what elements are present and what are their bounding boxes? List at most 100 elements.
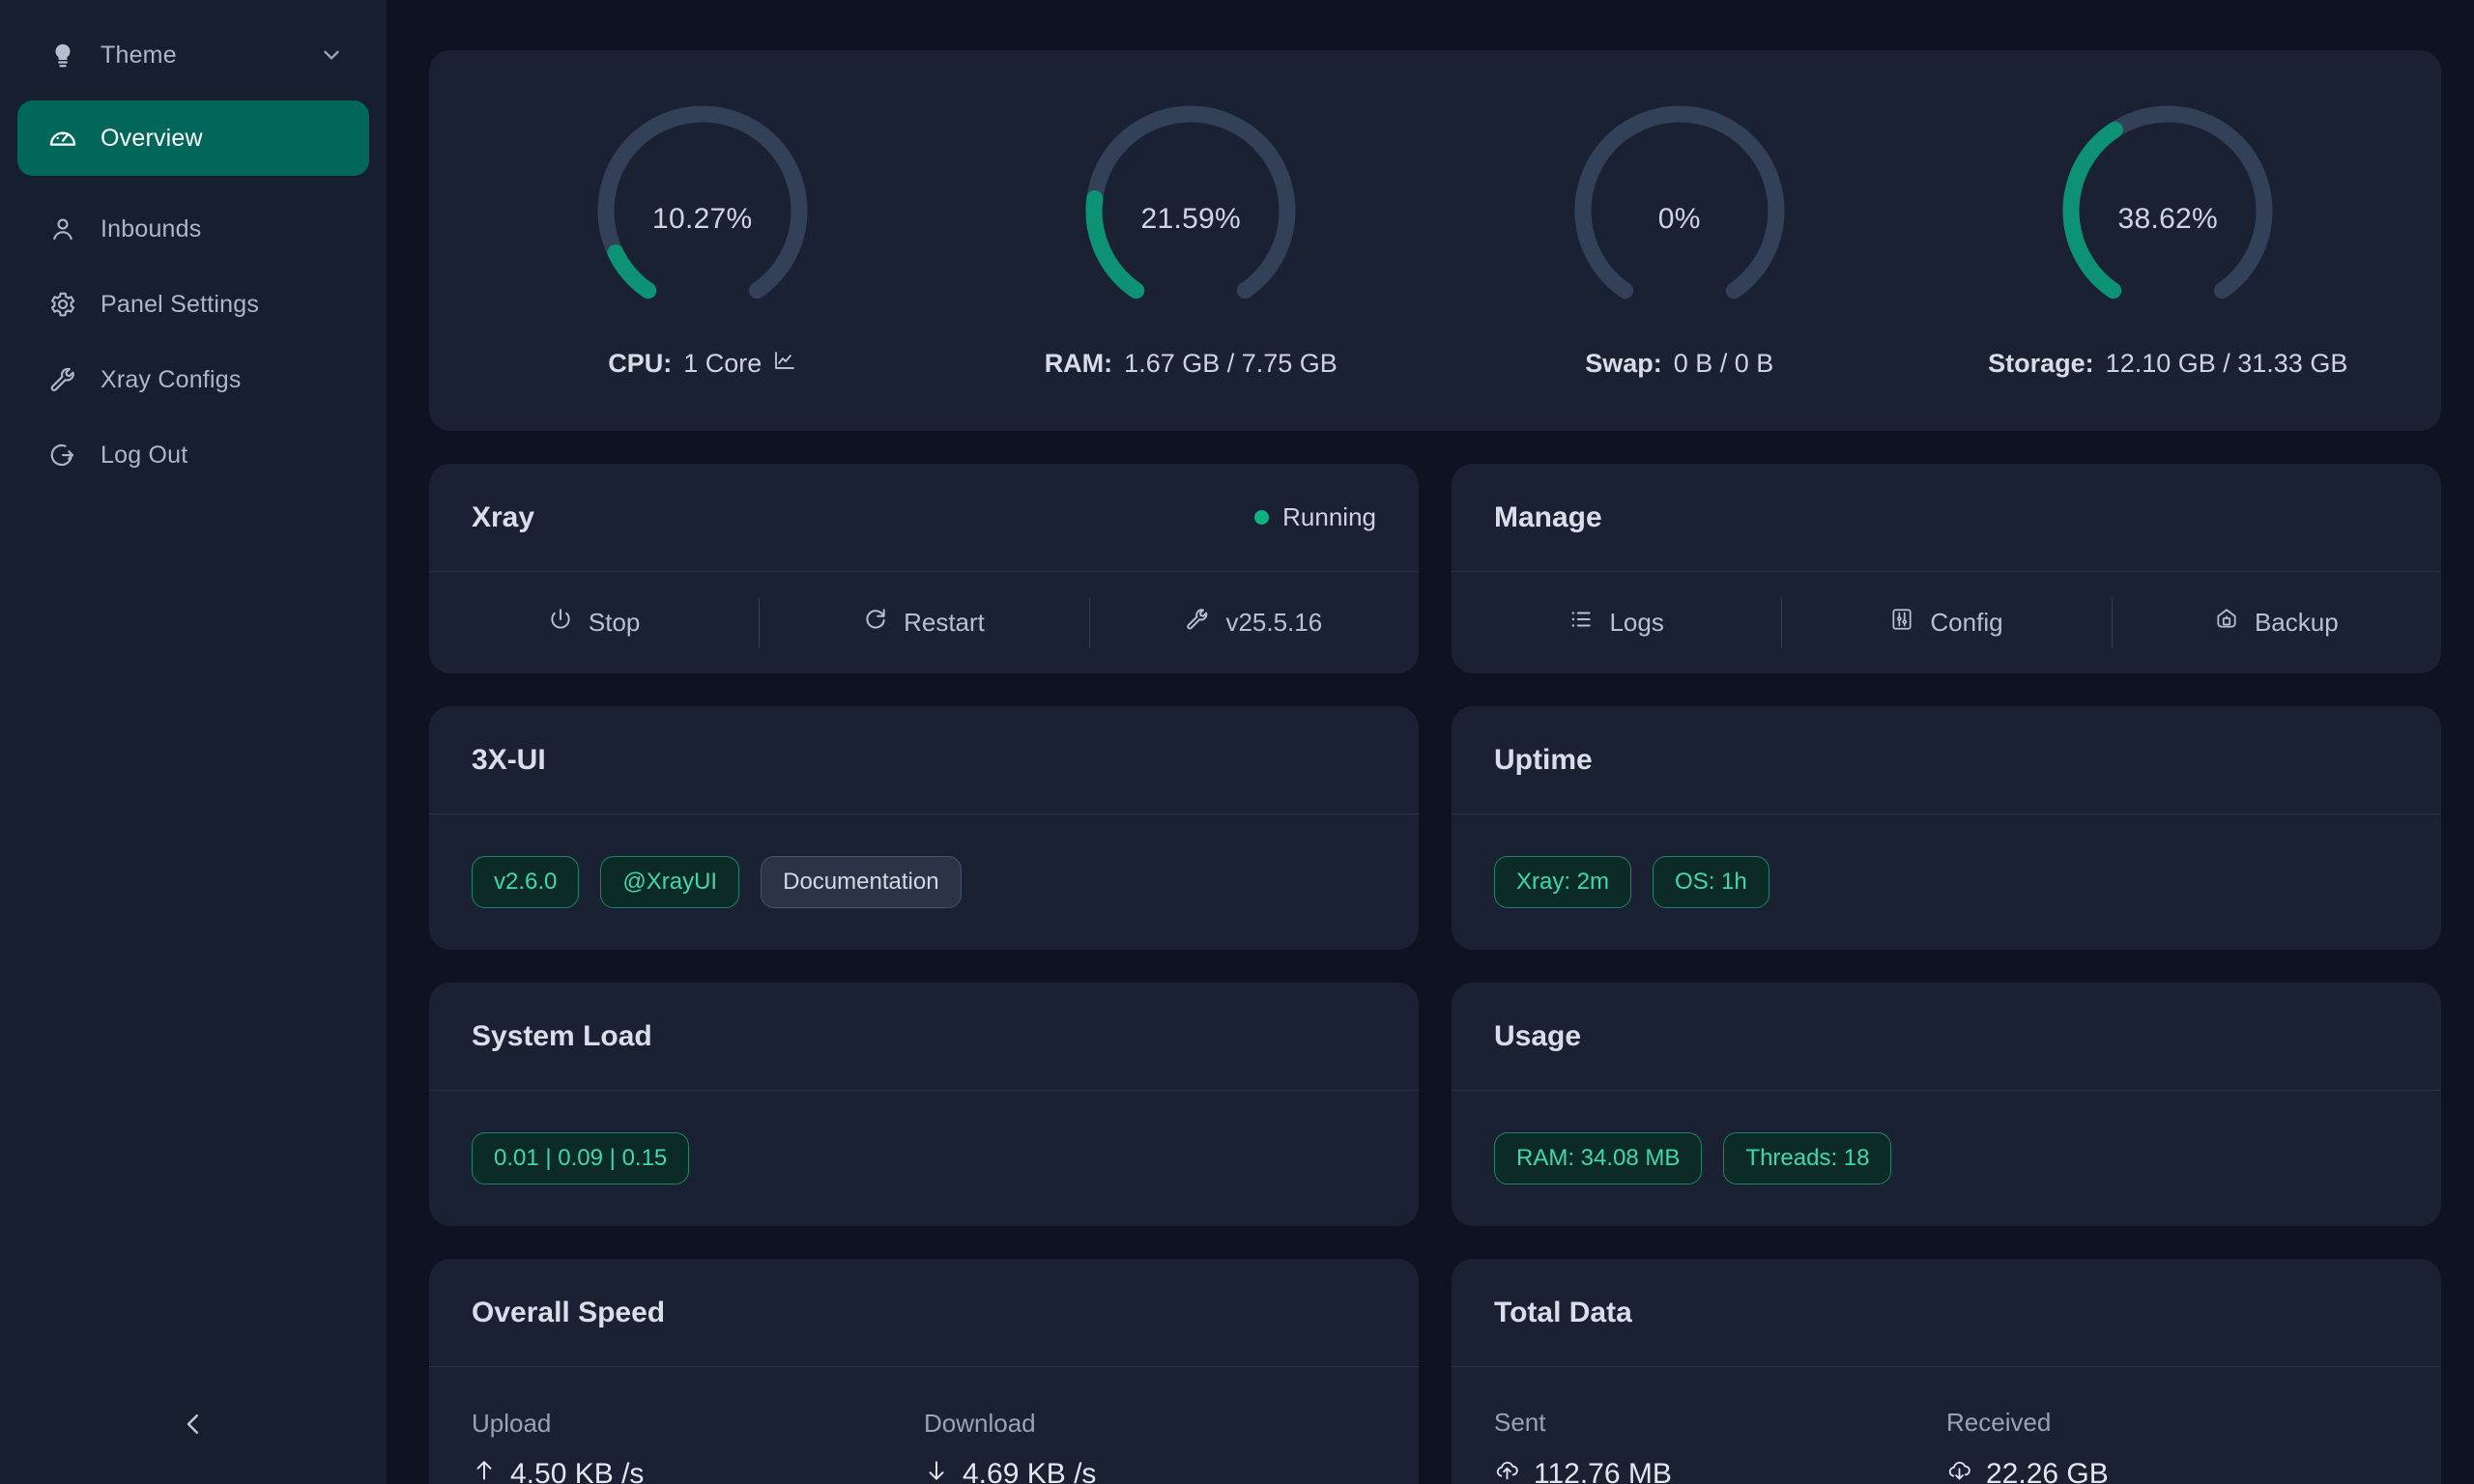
chart-icon[interactable] [773,349,796,379]
gauge-caption-key: CPU: [608,348,673,378]
sidebar-item-label: Xray Configs [101,365,242,393]
card-body: Xray: 2m OS: 1h [1452,814,2441,950]
stop-button[interactable]: Stop [429,572,759,673]
gauge-percent: 21.59% [1140,202,1242,235]
received-stat: Received 22.26 GB [1946,1408,2399,1484]
sidebar: Theme Overview Inbou [0,0,387,1484]
main-content: 10.27% CPU: 1 Core [387,0,2474,1484]
gauge-swap: 0% Swap: 0 B / 0 B [1435,103,1924,379]
cloud-download-icon [1946,1457,1972,1484]
card-body: v2.6.0 @XrayUI Documentation [429,814,1419,950]
restart-icon [863,607,888,639]
gauge-percent: 10.27% [651,202,753,235]
logout-icon [43,441,83,470]
sidebar-item-label: Log Out [101,441,188,469]
threads-tag: Threads: 18 [1723,1132,1892,1184]
gauge-percent: 0% [1657,202,1701,235]
card-title: Xray [472,500,535,533]
gauge-caption-value: 1.67 GB / 7.75 GB [1124,348,1338,378]
backup-button[interactable]: Backup [2111,572,2441,673]
card-header: Uptime [1452,706,2441,814]
gauge-icon [43,123,83,154]
telegram-tag[interactable]: @XrayUI [600,856,740,908]
sidebar-item-inbounds[interactable]: Inbounds [17,191,369,267]
list-icon [1568,607,1594,639]
card-header: Total Data [1452,1259,2441,1367]
config-button[interactable]: Config [1781,572,2111,673]
power-icon [548,607,573,639]
left-column: Xray Running [429,464,1419,1484]
sidebar-item-xray-configs[interactable]: Xray Configs [17,342,369,417]
load-average-tag: 0.01 | 0.09 | 0.15 [472,1132,690,1184]
sidebar-spacer [0,176,387,191]
system-load-card: System Load 0.01 | 0.09 | 0.15 [429,983,1419,1226]
download-stat: Download 4.69 KB /s [924,1409,1376,1484]
gauge-ring: 10.27% [587,103,819,335]
sent-stat: Sent 112.76 MB [1494,1408,1946,1484]
restart-button[interactable]: Restart [759,572,1088,673]
card-title: Usage [1494,1019,1582,1052]
stat-value-row: 4.50 KB /s [472,1458,924,1484]
action-label: Config [1930,608,2003,637]
gauge-caption: Swap: 0 B / 0 B [1585,349,1773,379]
sidebar-item-panel-settings[interactable]: Panel Settings [17,267,369,342]
action-label: Logs [1609,608,1664,637]
card-title: Manage [1494,500,1602,533]
bulb-icon [43,41,83,70]
sidebar-item-theme[interactable]: Theme [17,17,369,93]
card-body: Sent 112.76 MB [1452,1367,2441,1484]
user-icon [43,214,83,243]
arrow-down-icon [924,1458,949,1484]
card-body: 0.01 | 0.09 | 0.15 [429,1091,1419,1226]
sidebar-item-overview[interactable]: Overview [17,100,369,176]
uptime-card: Uptime Xray: 2m OS: 1h [1452,706,2441,950]
card-title: Total Data [1494,1296,1632,1328]
stat-label: Received [1946,1408,2052,1437]
cloud-upload-icon [1494,1457,1520,1484]
documentation-tag[interactable]: Documentation [761,856,962,908]
threexui-card: 3X-UI v2.6.0 @XrayUI Documentation [429,706,1419,950]
stat-label: Sent [1494,1408,1546,1437]
card-header: Xray Running [429,464,1419,572]
wrench-icon [1185,607,1210,639]
logs-button[interactable]: Logs [1452,572,1781,673]
ram-usage-tag: RAM: 34.08 MB [1494,1132,1703,1184]
ram-gauge-svg [1085,105,1296,299]
total-data-card: Total Data Sent [1452,1259,2441,1484]
card-actions: Stop Restart [429,572,1419,673]
gauge-caption-value: 0 B / 0 B [1673,348,1774,378]
status-badge: Running [1254,502,1376,532]
gauge-percent: 38.62% [2117,202,2219,235]
sidebar-item-label: Overview [101,124,203,152]
gauge-storage: 38.62% Storage: 12.10 GB / 31.33 GB [1924,103,2413,379]
version-tag[interactable]: v2.6.0 [472,856,580,908]
stat-value-row: 22.26 GB [1946,1457,2399,1484]
card-body: Upload 4.50 KB /s Dow [429,1367,1419,1484]
sidebar-collapse-button[interactable] [0,1387,387,1465]
card-header: Manage [1452,464,2441,572]
gauge-ring: 0% [1564,103,1796,335]
gauge-caption-value: 1 Core [683,348,762,378]
gauge-ring: 38.62% [2052,103,2284,335]
gauge-caption: RAM: 1.67 GB / 7.75 GB [1045,349,1338,379]
stat-value: 4.69 KB /s [963,1457,1097,1484]
gauge-caption: CPU: 1 Core [608,349,796,379]
xray-version-button[interactable]: v25.5.16 [1088,572,1419,673]
gauge-caption: Storage: 12.10 GB / 31.33 GB [1988,349,2347,379]
gear-icon [43,290,83,319]
sidebar-item-log-out[interactable]: Log Out [17,417,369,493]
stat-value: 112.76 MB [1534,1457,1672,1484]
card-header: Usage [1452,983,2441,1091]
sliders-icon [1889,607,1914,639]
swap-gauge-svg [1574,105,1785,299]
overall-speed-card: Overall Speed Upload 4.50 K [429,1259,1419,1484]
xray-card: Xray Running [429,464,1419,673]
gauge-ram: 21.59% RAM: 1.67 GB / 7.75 GB [947,103,1436,379]
right-column: Manage Logs [1452,464,2441,1484]
stat-value: 4.50 KB /s [510,1457,645,1484]
gauge-cpu: 10.27% CPU: 1 Core [458,103,947,379]
chevron-down-icon[interactable] [319,43,344,68]
cpu-gauge-svg [597,105,808,299]
action-label: v25.5.16 [1225,608,1323,637]
